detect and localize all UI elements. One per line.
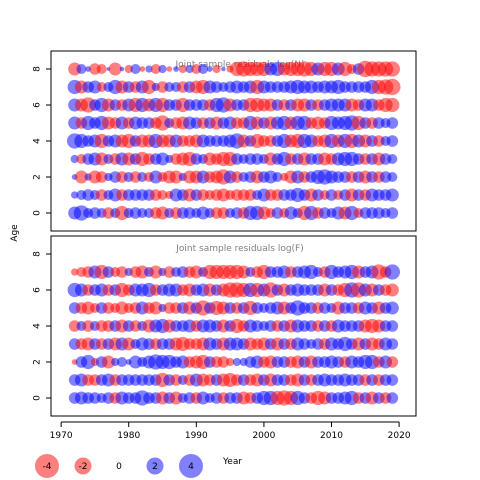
residual-bubble — [81, 354, 96, 370]
y-tick-label: 8 — [33, 66, 43, 72]
y-tick-label: 8 — [33, 251, 43, 257]
x-tick-label: 1970 — [50, 431, 73, 441]
residual-bubble — [385, 283, 399, 297]
residual-bubble — [185, 64, 194, 74]
x-axis-label: Year — [222, 457, 242, 467]
legend-label: -2 — [79, 462, 88, 472]
residual-bubble — [173, 66, 179, 72]
residual-bubble — [385, 188, 399, 202]
legend-label: 0 — [116, 462, 122, 472]
residual-bubble — [226, 357, 235, 367]
residual-bubble — [169, 170, 183, 184]
residual-bubble — [149, 301, 163, 315]
x-tick-label: 1990 — [185, 431, 208, 441]
panel-logf-title: Joint sample residuals log(F) — [175, 244, 303, 254]
residual-bubble — [384, 78, 401, 96]
residual-bubble — [108, 62, 122, 76]
residual-bubble — [119, 66, 125, 72]
residual-bubble — [76, 63, 87, 75]
residual-bubble — [101, 355, 115, 369]
residual-bubble — [70, 154, 79, 164]
residual-bubble — [74, 170, 88, 184]
panel-logn-bubbles — [66, 60, 401, 221]
residual-bubble — [158, 64, 167, 74]
x-axis: 1970 1980 1990 2000 2010 2020 — [50, 421, 411, 441]
residual-bubble — [384, 264, 401, 280]
residual-bubble — [232, 357, 241, 367]
residual-bubble — [206, 66, 213, 72]
legend-label: 4 — [188, 462, 194, 472]
residual-bubble — [178, 64, 187, 74]
residual-bubble — [95, 171, 108, 183]
residual-bubble — [386, 374, 399, 386]
residual-bubble — [150, 63, 161, 75]
residual-bubble — [386, 392, 399, 404]
residual-bubble — [130, 63, 141, 75]
residual-bubble — [124, 64, 133, 74]
y-tick-label: 2 — [33, 174, 43, 180]
residual-bubble — [217, 356, 230, 368]
residual-bubble — [116, 356, 127, 368]
residual-bubble — [157, 189, 168, 201]
x-tick-label: 2010 — [320, 431, 343, 441]
residual-bubble — [387, 171, 398, 183]
residual-bubble — [386, 320, 399, 332]
residual-bubble — [386, 117, 399, 129]
residual-bubble — [385, 301, 399, 315]
x-tick-label: 2000 — [252, 431, 275, 441]
y-tick-label: 4 — [33, 138, 43, 144]
residual-bubble — [386, 207, 399, 219]
y-tick-label: 0 — [33, 395, 43, 401]
residual-bubble — [212, 64, 221, 74]
panel-logn-y-axis: 0 2 4 6 8 — [33, 66, 51, 216]
y-tick-label: 0 — [33, 210, 43, 216]
y-tick-label: 6 — [33, 287, 43, 293]
legend-bubble — [179, 454, 203, 478]
residual-bubble — [156, 152, 170, 166]
residual-bubble — [386, 356, 399, 368]
residual-bubble — [96, 63, 107, 75]
residual-bubble — [387, 153, 398, 165]
residual-bubble — [198, 63, 209, 75]
y-tick-label: 2 — [33, 359, 43, 365]
residual-bubble — [386, 135, 399, 147]
residual-bubble — [141, 79, 157, 95]
x-tick-label: 2020 — [388, 431, 411, 441]
legend-label: 2 — [152, 462, 158, 472]
y-tick-label: 4 — [33, 323, 43, 329]
residual-bubble — [139, 66, 146, 72]
legend-bubble — [35, 454, 59, 478]
residual-bubble — [272, 171, 283, 183]
residual-bubble — [166, 66, 173, 72]
legend-bubble — [74, 457, 92, 475]
residual-bubble — [70, 191, 79, 199]
residual-bubble — [149, 265, 163, 279]
residual-bubble — [116, 266, 128, 278]
legend-label: -4 — [43, 462, 52, 472]
residual-bubble — [70, 268, 79, 276]
panel-logf-y-axis: 0 2 4 6 8 — [33, 251, 51, 401]
x-tick-label: 1980 — [117, 431, 140, 441]
size-legend: -4 -2 0 2 4 — [35, 454, 203, 478]
legend-bubble — [146, 457, 164, 475]
residual-bubble — [386, 338, 399, 350]
residual-bubble — [111, 357, 120, 367]
y-axis-label: Age — [10, 224, 20, 242]
residual-bubble — [221, 66, 226, 72]
y-tick-label: 6 — [33, 102, 43, 108]
panel-logf-bubbles — [67, 264, 401, 406]
residual-bubble — [385, 97, 400, 113]
residual-bubble — [145, 65, 153, 73]
residual-bubble — [384, 61, 401, 77]
